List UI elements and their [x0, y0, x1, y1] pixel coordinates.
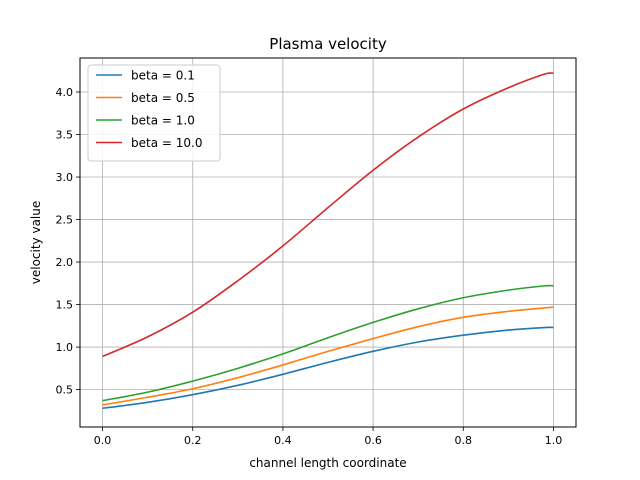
series-line-2	[102, 306, 554, 406]
series-line-1	[102, 326, 554, 410]
y-tick-label: 2.5	[56, 214, 74, 227]
legend-label: beta = 0.5	[131, 91, 195, 105]
series-line-3	[102, 284, 554, 402]
legend-label: beta = 1.0	[131, 114, 195, 128]
x-axis-label: channel length coordinate	[249, 456, 406, 470]
legend-label: beta = 0.1	[131, 69, 195, 83]
legend-box	[87, 64, 221, 162]
chart-title: Plasma velocity	[269, 35, 387, 53]
x-tick-label: 0.4	[274, 434, 292, 447]
x-tick-label: 0.2	[184, 434, 202, 447]
y-axis-label: velocity value	[29, 201, 43, 285]
y-tick-label: 0.5	[56, 384, 74, 397]
legend-label: beta = 10.0	[131, 136, 202, 150]
x-tick-label: 0.0	[94, 434, 112, 447]
series-lines	[102, 72, 554, 410]
x-tick-label: 1.0	[545, 434, 563, 447]
y-tick-label: 1.5	[56, 299, 74, 312]
y-tick-label: 3.0	[56, 171, 74, 184]
grid	[80, 58, 576, 427]
x-tick-label: 0.6	[364, 434, 382, 447]
legend: beta = 0.1 beta = 0.5 beta = 1.0 beta = 10.…	[87, 64, 221, 162]
x-tick-label: 0.8	[455, 434, 473, 447]
plot-frame	[79, 57, 577, 428]
y-tick-label: 3.5	[56, 129, 74, 142]
y-tick-label: 4.0	[56, 86, 74, 99]
y-tick-label: 2.0	[56, 256, 74, 269]
series-line-4	[102, 72, 554, 358]
y-tick-label: 1.0	[56, 341, 74, 354]
axis-ticks: 0.0 0.2 0.4 0.6 0.8 1.0 0.5 1.0 1.5 2.0 2.5 3.0 3.5 4…	[56, 86, 563, 447]
